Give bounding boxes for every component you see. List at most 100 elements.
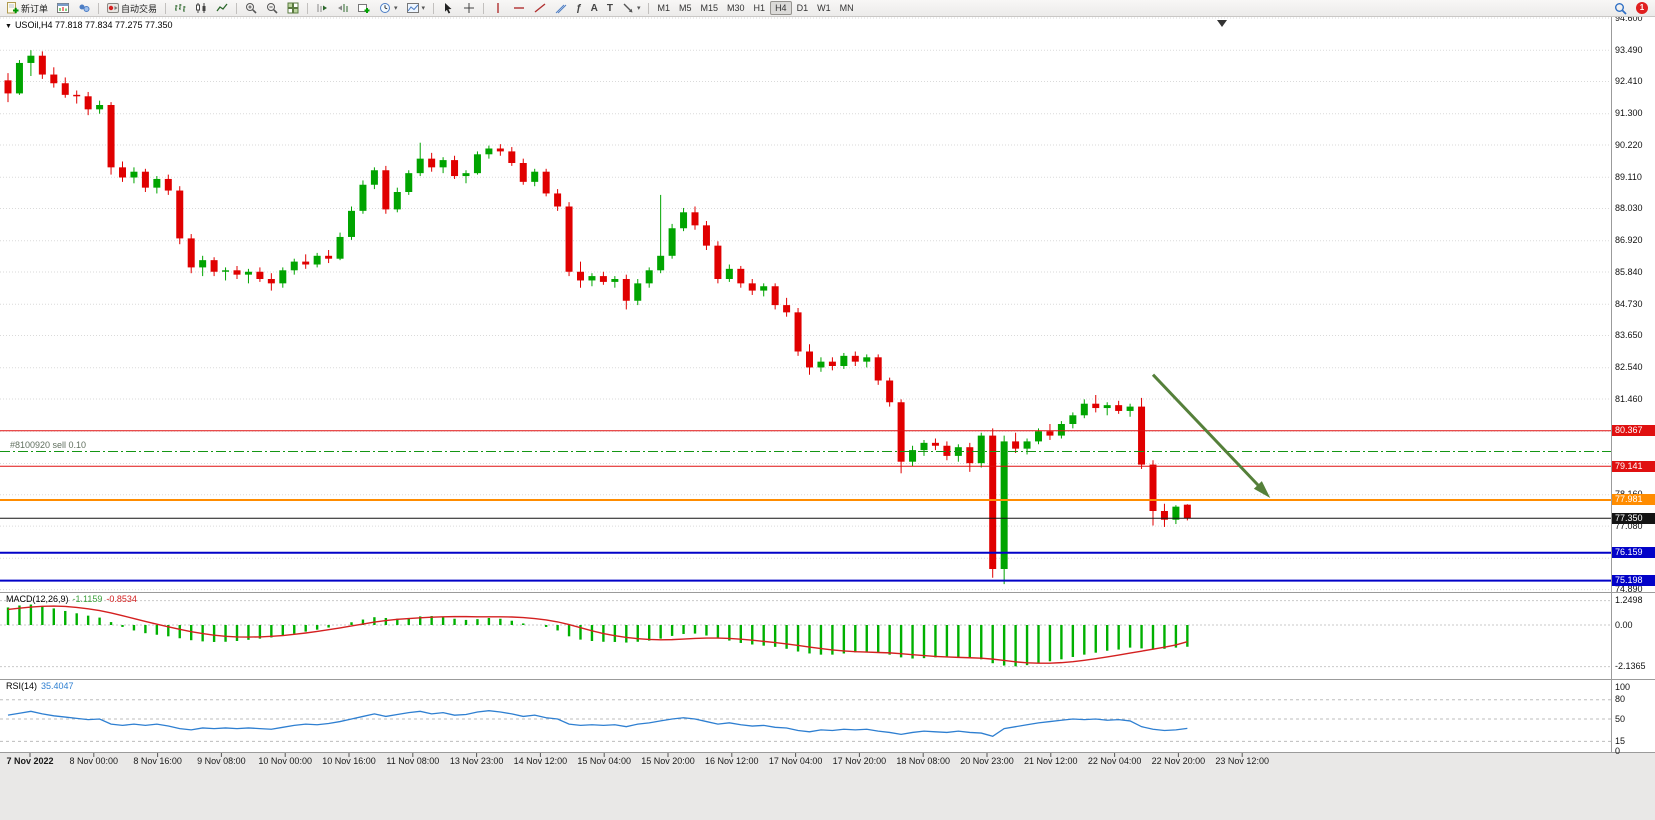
price-axis-label: 85.840 bbox=[1615, 266, 1643, 277]
price-axis-label: 88.030 bbox=[1615, 203, 1643, 214]
shapes-dropdown[interactable]: ▾ bbox=[618, 0, 645, 17]
chart-window-icon bbox=[57, 3, 70, 13]
candlestick-chart-icon bbox=[196, 3, 206, 13]
text-icon: A bbox=[590, 2, 598, 14]
time-label: 7 Nov 2022 bbox=[6, 756, 54, 766]
price-axis-label: 84.730 bbox=[1615, 298, 1643, 309]
toolbar-separator bbox=[165, 2, 167, 14]
symbol-ohlc-text: USOil,H4 77.818 77.834 77.275 77.350 bbox=[14, 20, 173, 30]
price-axis-label: 86.920 bbox=[1615, 235, 1643, 246]
timeframe-button-h4[interactable]: H4 bbox=[770, 1, 792, 15]
auto-scroll-icon bbox=[317, 4, 328, 12]
chart-background[interactable] bbox=[0, 17, 1655, 752]
price-badge: 80.367 bbox=[1612, 425, 1655, 437]
text-button[interactable]: A bbox=[587, 0, 602, 17]
cursor-icon bbox=[445, 3, 452, 14]
time-label: 14 Nov 12:00 bbox=[513, 756, 568, 766]
time-label: 21 Nov 12:00 bbox=[1024, 756, 1078, 766]
tile-windows-button[interactable] bbox=[283, 0, 303, 17]
timeframe-button-m5[interactable]: M5 bbox=[679, 3, 692, 13]
macd-axis-label: 0.00 bbox=[1615, 619, 1633, 630]
notifications-button[interactable]: 1 bbox=[1632, 0, 1652, 17]
template-icon bbox=[406, 3, 419, 13]
chart-shift-button[interactable] bbox=[333, 0, 353, 17]
rsi-axis-label: 50 bbox=[1615, 713, 1626, 724]
autotrading-button[interactable]: 自动交易 bbox=[103, 0, 161, 17]
zoom-out-button[interactable] bbox=[262, 0, 282, 17]
main-toolbar: 新订单 自动交易 ▾ ▾ bbox=[0, 0, 1655, 17]
crosshair-button[interactable] bbox=[459, 0, 479, 17]
zoom-in-button[interactable] bbox=[241, 0, 261, 17]
price-axis-label: 81.460 bbox=[1615, 393, 1643, 404]
bar-chart-button[interactable] bbox=[170, 0, 190, 17]
toolbar-separator bbox=[98, 2, 100, 14]
arrow-shape-icon bbox=[623, 3, 633, 13]
periods-dropdown[interactable]: ▾ bbox=[375, 0, 402, 17]
notification-badge: 1 bbox=[1636, 2, 1648, 14]
new-order-button[interactable]: 新订单 bbox=[3, 0, 52, 17]
chevron-down-icon: ▾ bbox=[394, 5, 398, 12]
timeframe-button-h1[interactable]: H1 bbox=[753, 3, 766, 13]
chevron-down-icon: ▾ bbox=[636, 5, 641, 12]
horizontal-line-button[interactable] bbox=[509, 0, 529, 17]
timeframe-button-m30[interactable]: M30 bbox=[727, 3, 745, 13]
channel-icon bbox=[555, 4, 567, 14]
time-label: 20 Nov 23:00 bbox=[960, 756, 1014, 766]
horizontal-line-icon bbox=[514, 7, 525, 9]
time-label: 22 Nov 20:00 bbox=[1151, 756, 1206, 766]
cursor-button[interactable] bbox=[438, 0, 458, 17]
vertical-line-icon bbox=[497, 3, 499, 13]
macd-indicator-label: MACD(12,26,9) -1.1159 -0.8534 bbox=[6, 594, 137, 604]
price-axis-label: 91.300 bbox=[1615, 108, 1643, 119]
time-label: 10 Nov 16:00 bbox=[322, 756, 376, 766]
macd-axis-label: -2.1365 bbox=[1615, 661, 1646, 672]
chart-menu-triangle-icon[interactable]: ▼ bbox=[5, 23, 12, 30]
timeframe-group: M1 M5 M15 M30 H1 H4 D1 W1 MN bbox=[653, 1, 857, 15]
templates-dropdown[interactable]: ▾ bbox=[403, 0, 430, 17]
price-axis-label: 77.080 bbox=[1615, 520, 1643, 531]
time-label: 18 Nov 08:00 bbox=[896, 756, 950, 766]
price-axis-label: 92.410 bbox=[1615, 76, 1643, 86]
toolbar-separator bbox=[483, 2, 485, 14]
timeframe-button-m1[interactable]: M1 bbox=[657, 3, 670, 13]
time-label: 15 Nov 20:00 bbox=[641, 756, 695, 766]
line-chart-icon bbox=[216, 3, 228, 12]
tile-windows-icon bbox=[287, 2, 299, 14]
rsi-value: 35.4047 bbox=[41, 681, 74, 691]
new-order-icon bbox=[7, 2, 19, 14]
clock-icon bbox=[380, 3, 391, 13]
line-chart-button[interactable] bbox=[212, 0, 232, 17]
timeframe-button-m15[interactable]: M15 bbox=[700, 3, 719, 13]
time-label: 10 Nov 00:00 bbox=[258, 756, 312, 766]
search-icon bbox=[1615, 2, 1627, 15]
chart-window-button[interactable] bbox=[53, 0, 73, 17]
timeframe-button-mn[interactable]: MN bbox=[839, 3, 854, 13]
zoom-in-icon bbox=[246, 3, 257, 14]
price-badge: 79.141 bbox=[1612, 460, 1655, 472]
auto-scroll-button[interactable] bbox=[312, 0, 332, 17]
trendline-button[interactable] bbox=[530, 0, 550, 17]
autotrading-icon bbox=[107, 3, 120, 13]
fibonacci-button[interactable]: ƒ bbox=[572, 0, 586, 17]
search-button[interactable] bbox=[1610, 0, 1631, 17]
rsi-name: RSI(14) bbox=[6, 681, 38, 691]
text-label-button[interactable]: T bbox=[603, 0, 617, 17]
text-label-icon: T bbox=[606, 2, 613, 14]
time-label: 11 Nov 08:00 bbox=[386, 756, 440, 766]
new-chart-button[interactable] bbox=[354, 0, 374, 17]
vertical-line-button[interactable] bbox=[488, 0, 508, 17]
timeframe-button-w1[interactable]: W1 bbox=[817, 3, 831, 13]
channel-button[interactable] bbox=[551, 0, 571, 17]
candlestick-chart-button[interactable] bbox=[191, 0, 211, 17]
timeframe-button-d1[interactable]: D1 bbox=[796, 3, 809, 13]
price-scale[interactable]: 94.600 93.490 92.410 91.300 90.220 89.110 88.0… bbox=[1612, 13, 1655, 756]
price-axis-label: 78.160 bbox=[1615, 489, 1643, 500]
time-label: 17 Nov 20:00 bbox=[832, 756, 887, 766]
crosshair-icon bbox=[464, 3, 475, 13]
profiles-button[interactable] bbox=[74, 0, 94, 17]
toolbar-separator bbox=[236, 2, 238, 14]
order-label: #8100920 sell 0.10 bbox=[10, 439, 87, 450]
price-badge: 77.350 bbox=[1612, 512, 1655, 524]
time-axis[interactable]: 7 Nov 2022 8 Nov 00:00 8 Nov 16:00 9 Nov 08… bbox=[0, 752, 1655, 770]
rsi-axis-label: 100 bbox=[1615, 681, 1631, 692]
